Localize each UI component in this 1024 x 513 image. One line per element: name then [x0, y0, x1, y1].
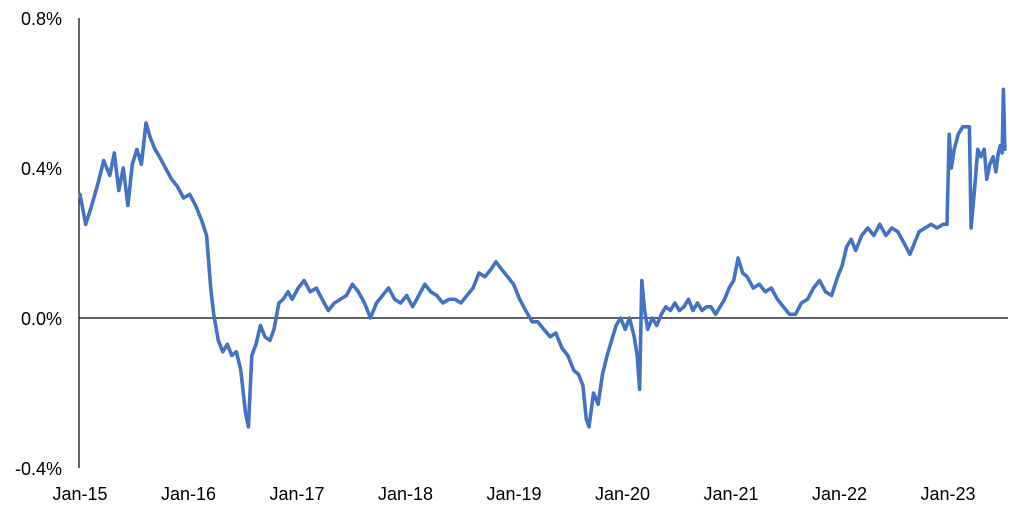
series-line — [78, 87, 1007, 429]
x-tick-label: Jan-20 — [595, 484, 650, 504]
y-tick-label: -0.4% — [15, 459, 62, 479]
x-tick-label: Jan-16 — [161, 484, 216, 504]
x-tick-label: Jan-15 — [52, 484, 107, 504]
y-tick-label: 0.8% — [21, 9, 62, 29]
y-tick-label: 0.0% — [21, 309, 62, 329]
y-tick-labels: 0.8% 0.4% 0.0% -0.4% — [15, 9, 62, 479]
x-tick-labels: Jan-15 Jan-16 Jan-17 Jan-18 Jan-19 Jan-2… — [52, 484, 975, 504]
x-tick-label: Jan-17 — [269, 484, 324, 504]
x-tick-label: Jan-21 — [703, 484, 758, 504]
x-tick-label: Jan-22 — [812, 484, 867, 504]
y-tick-label: 0.4% — [21, 159, 62, 179]
x-tick-label: Jan-23 — [920, 484, 975, 504]
x-tick-label: Jan-19 — [486, 484, 541, 504]
x-tick-label: Jan-18 — [378, 484, 433, 504]
